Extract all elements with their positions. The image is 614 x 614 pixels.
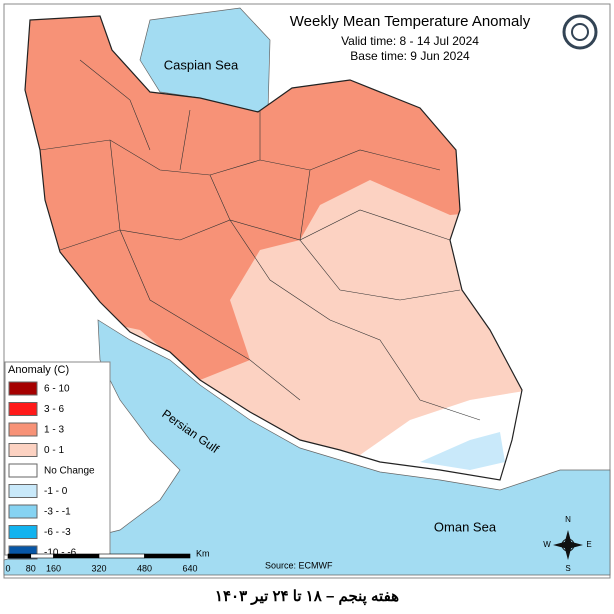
scale-tick-label: 640	[182, 563, 197, 573]
base-time: Base time: 9 Jun 2024	[350, 49, 470, 63]
iran-border	[24, 15, 523, 481]
compass: N S E W	[543, 515, 591, 573]
legend-label: -6 - -3	[44, 527, 71, 538]
legend-swatch	[8, 504, 38, 519]
legend-swatch	[8, 381, 38, 396]
legend-swatch	[8, 422, 38, 437]
logo	[562, 14, 598, 50]
title: Weekly Mean Temperature Anomaly	[290, 13, 531, 30]
legend-label: -10 - -6	[44, 548, 77, 559]
source: Source: ECMWF	[265, 560, 333, 570]
legend-swatch	[8, 463, 38, 478]
caspian-label: Caspian Sea	[164, 57, 239, 72]
compass-e: E	[586, 540, 591, 549]
legend: 6 - 10 3 - 6 1 - 3 0 - 1 No Change -1 - 0 -3 -…	[8, 381, 95, 560]
legend-swatch	[8, 402, 38, 416]
legend-swatch	[8, 484, 38, 498]
compass-w: W	[543, 540, 551, 549]
scale-bar: 0 80 160 320 480 640 Km	[5, 548, 209, 573]
legend-label: 1 - 3	[44, 425, 64, 436]
legend-label: -3 - -1	[44, 507, 71, 518]
valid-time: Valid time: 8 - 14 Jul 2024	[341, 34, 479, 48]
scale-segment	[30, 553, 54, 559]
footer: هفته پنجم – ۱۸ تا ۲۴ تیر ۱۴۰۳	[215, 588, 399, 606]
region-neg	[420, 432, 505, 470]
legend-label: 0 - 1	[44, 445, 64, 456]
province-borders	[39, 59, 481, 421]
legend-swatch	[8, 443, 38, 457]
scale-unit: Km	[196, 548, 210, 558]
legend-label: 6 - 10	[44, 384, 70, 395]
scale-segment	[98, 553, 145, 559]
legend-label: -1 - 0	[44, 486, 68, 497]
legend-swatch	[8, 525, 38, 539]
legend-title: Anomaly (C)	[8, 364, 69, 376]
legend-label: No Change	[44, 466, 95, 477]
compass-s: S	[565, 564, 570, 573]
scale-tick-label: 160	[46, 563, 61, 573]
scale-segment	[7, 553, 32, 559]
scale-tick-label: 320	[91, 563, 106, 573]
scale-segment	[144, 553, 191, 559]
scale-tick-label: 480	[137, 563, 152, 573]
legend-label: 3 - 6	[44, 404, 64, 415]
compass-n: N	[565, 515, 571, 524]
scale-segment	[53, 553, 100, 559]
oman-label: Oman Sea	[434, 519, 497, 534]
southern-sea	[3, 319, 611, 576]
scale-tick-label: 0	[5, 563, 10, 573]
scale-tick-label: 80	[26, 563, 36, 573]
